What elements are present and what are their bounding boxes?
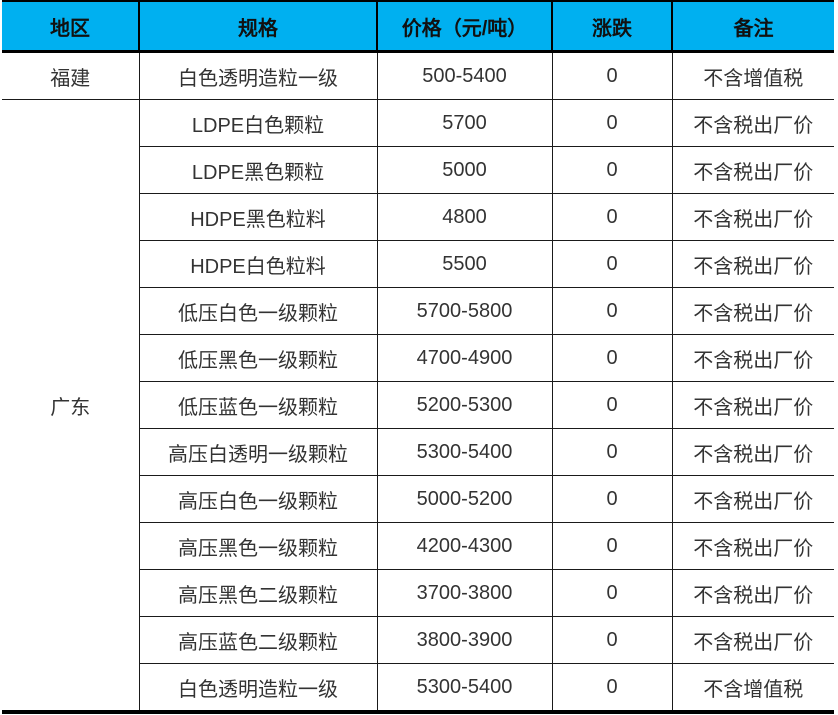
spec-cell: 白色透明造粒一级 [138,51,378,100]
note-cell: 不含税出厂价 [671,146,834,194]
note-cell: 不含税出厂价 [671,569,834,617]
price-cell: 5200-5300 [376,381,553,429]
change-cell: 0 [551,381,673,429]
spec-cell: 低压白色一级颗粒 [138,287,378,335]
price-cell: 4200-4300 [376,522,553,570]
col-header-region: 地区 [2,0,140,53]
price-cell: 500-5400 [376,51,553,100]
table-row: HDPE黑色粒料 4800 0 不含税出厂价 [2,193,834,241]
note-cell: 不含税出厂价 [671,616,834,664]
change-cell: 0 [551,428,673,476]
note-cell: 不含增值税 [671,663,834,714]
spec-cell: 低压蓝色一级颗粒 [138,381,378,429]
col-header-spec: 规格 [138,0,378,53]
spec-cell: HDPE白色粒料 [138,240,378,288]
spec-cell: 高压黑色一级颗粒 [138,522,378,570]
table-row: 低压蓝色一级颗粒 5200-5300 0 不含税出厂价 [2,381,834,429]
note-cell: 不含增值税 [671,51,834,100]
change-cell: 0 [551,99,673,147]
spec-cell: 高压白色一级颗粒 [138,475,378,523]
table-row: 高压黑色二级颗粒 3700-3800 0 不含税出厂价 [2,569,834,617]
note-cell: 不含税出厂价 [671,99,834,147]
change-cell: 0 [551,240,673,288]
change-cell: 0 [551,522,673,570]
spec-cell: 高压蓝色二级颗粒 [138,616,378,664]
change-cell: 0 [551,569,673,617]
col-header-note: 备注 [671,0,834,53]
spec-cell: 低压黑色一级颗粒 [138,334,378,382]
region-cell-guangdong: 广东 [2,99,140,714]
spec-cell: LDPE黑色颗粒 [138,146,378,194]
price-cell: 5300-5400 [376,663,553,714]
table-header-row: 地区 规格 价格（元/吨） 涨跌 备注 [2,0,834,53]
table-row: 高压白透明一级颗粒 5300-5400 0 不含税出厂价 [2,428,834,476]
change-cell: 0 [551,51,673,100]
note-cell: 不含税出厂价 [671,240,834,288]
note-cell: 不含税出厂价 [671,522,834,570]
price-cell: 4800 [376,193,553,241]
table-row: 高压蓝色二级颗粒 3800-3900 0 不含税出厂价 [2,616,834,664]
spec-cell: 白色透明造粒一级 [138,663,378,714]
region-cell-fujian: 福建 [2,51,140,100]
change-cell: 0 [551,616,673,664]
note-cell: 不含税出厂价 [671,428,834,476]
table-row: 广东 LDPE白色颗粒 5700 0 不含税出厂价 [2,99,834,714]
price-cell: 3700-3800 [376,569,553,617]
table-row: HDPE白色粒料 5500 0 不含税出厂价 [2,240,834,288]
change-cell: 0 [551,287,673,335]
change-cell: 0 [551,146,673,194]
price-cell: 5000-5200 [376,475,553,523]
spec-cell: 高压黑色二级颗粒 [138,569,378,617]
change-cell: 0 [551,334,673,382]
note-cell: 不含税出厂价 [671,475,834,523]
change-cell: 0 [551,193,673,241]
price-cell: 3800-3900 [376,616,553,664]
table-row: 低压黑色一级颗粒 4700-4900 0 不含税出厂价 [2,334,834,382]
table-row: 福建 白色透明造粒一级 500-5400 0 不含增值税 [2,51,834,100]
table-row: 高压黑色一级颗粒 4200-4300 0 不含税出厂价 [2,522,834,570]
price-cell: 5000 [376,146,553,194]
table-row: 白色透明造粒一级 5300-5400 0 不含增值税 [2,663,834,714]
note-cell: 不含税出厂价 [671,334,834,382]
price-cell: 5500 [376,240,553,288]
note-cell: 不含税出厂价 [671,381,834,429]
price-cell: 5700-5800 [376,287,553,335]
change-cell: 0 [551,663,673,714]
spec-cell: HDPE黑色粒料 [138,193,378,241]
spec-cell: 高压白透明一级颗粒 [138,428,378,476]
spec-cell: LDPE白色颗粒 [138,99,378,147]
change-cell: 0 [551,475,673,523]
price-cell: 5700 [376,99,553,147]
col-header-change: 涨跌 [551,0,673,53]
price-cell: 4700-4900 [376,334,553,382]
col-header-price: 价格（元/吨） [376,0,553,53]
table-row: LDPE黑色颗粒 5000 0 不含税出厂价 [2,146,834,194]
note-cell: 不含税出厂价 [671,287,834,335]
table-row: 低压白色一级颗粒 5700-5800 0 不含税出厂价 [2,287,834,335]
price-cell: 5300-5400 [376,428,553,476]
note-cell: 不含税出厂价 [671,193,834,241]
